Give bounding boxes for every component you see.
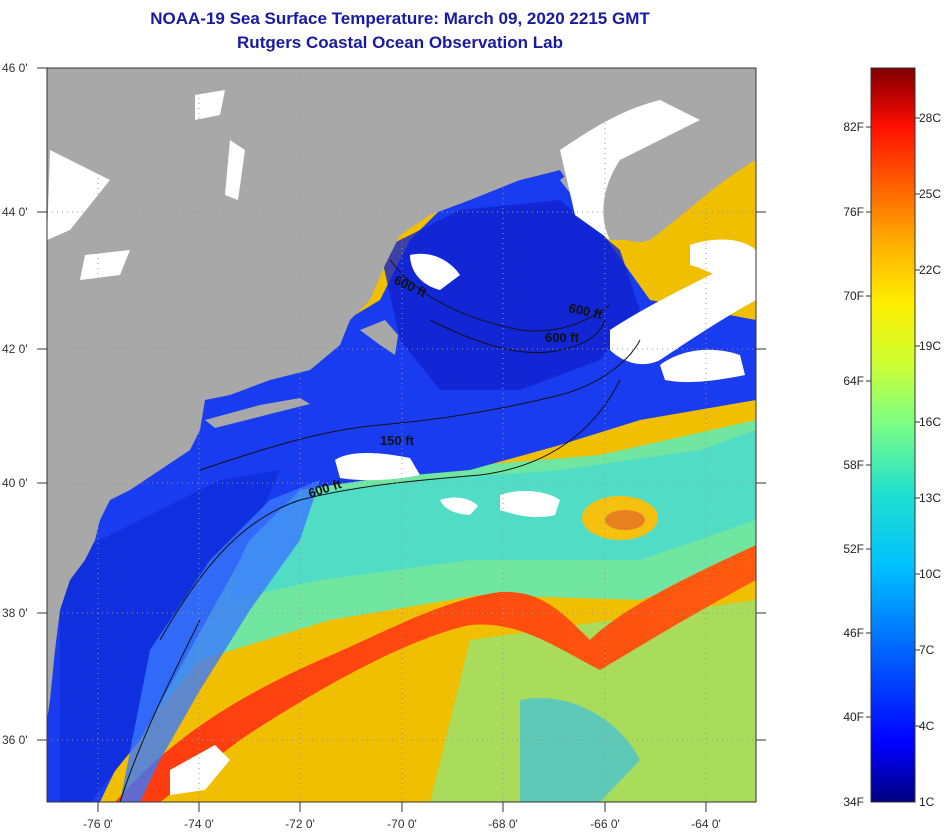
lat-label: 36 0' — [2, 733, 28, 747]
colorbar-c-label: 22C — [919, 263, 941, 277]
colorbar-c-label: 7C — [919, 643, 935, 657]
inland-water-2 — [80, 250, 130, 280]
lat-label: 40 0' — [2, 476, 28, 490]
slope-water-cyan — [230, 430, 756, 600]
colorbar — [870, 67, 916, 803]
colorbar-f-label: 82F — [843, 120, 864, 134]
lake-ontario — [47, 150, 110, 240]
lat-label: 46 0' — [2, 61, 28, 75]
contour-label: 150 ft — [380, 433, 415, 448]
colorbar-c-label: 4C — [919, 719, 935, 733]
lat-label: 44 0' — [2, 205, 28, 219]
cloud-shelf — [335, 453, 420, 481]
mixed-water-zone — [430, 600, 756, 802]
lon-label: -76 0' — [83, 817, 113, 831]
lat-label: 42 0' — [2, 342, 28, 356]
lon-label: -64 0' — [691, 817, 721, 831]
warm-core-ring-center — [605, 510, 645, 530]
cloud-slope — [500, 490, 560, 518]
colorbar-c-label: 1C — [919, 795, 935, 809]
nova-scotia — [560, 90, 756, 242]
lon-label: -74 0' — [184, 817, 214, 831]
cool-eddy-south — [520, 698, 640, 802]
cloud-slope-2 — [440, 497, 478, 515]
cloud-southwest — [170, 745, 230, 795]
map-title: NOAA-19 Sea Surface Temperature: March 0… — [150, 9, 650, 28]
inland-water-1 — [195, 90, 225, 120]
contour-label: 600 ft — [545, 330, 580, 345]
contour-shelf-south — [119, 619, 201, 802]
mainland — [47, 68, 756, 720]
lon-label: -66 0' — [590, 817, 620, 831]
contour-150ft — [199, 339, 641, 471]
lake-champlain — [225, 140, 245, 200]
colorbar-c-label: 28C — [919, 111, 941, 125]
cloud-east-2 — [660, 349, 745, 383]
colorbar-f-label: 34F — [843, 795, 864, 809]
map-body — [47, 68, 756, 802]
graticule — [47, 68, 756, 802]
cape-cod — [360, 320, 398, 355]
lon-label: -68 0' — [488, 817, 518, 831]
long-island — [205, 398, 310, 428]
lon-label: -70 0' — [387, 817, 417, 831]
cloud-maine — [410, 253, 460, 290]
tick-marks — [37, 67, 766, 812]
colorbar-f-label: 46F — [843, 626, 864, 640]
cloud-georges — [610, 265, 756, 365]
colorbar-f-label: 64F — [843, 374, 864, 388]
colorbar-c-label: 10C — [919, 567, 941, 581]
colorbar-c-label: 16C — [919, 415, 941, 429]
colorbar-c-label: 25C — [919, 187, 941, 201]
lon-label: -72 0' — [285, 817, 315, 831]
colorbar-c-label: 19C — [919, 339, 941, 353]
colorbar-f-label: 58F — [843, 458, 864, 472]
lat-label: 38 0' — [2, 606, 28, 620]
contour-label: 600 ft — [567, 300, 604, 322]
colorbar-ticks — [866, 117, 920, 727]
colorbar-f-label: 70F — [843, 289, 864, 303]
colorbar-c-label: 13C — [919, 491, 941, 505]
map-subtitle: Rutgers Coastal Ocean Observation Lab — [237, 33, 563, 52]
contour-600ft-shelf — [159, 379, 621, 641]
colorbar-f-label: 52F — [843, 542, 864, 556]
gulf-of-maine — [380, 200, 640, 390]
cloud-bay-of-fundy — [560, 100, 700, 240]
colorbar-f-label: 40F — [843, 710, 864, 724]
shelf-edge-water — [120, 480, 320, 802]
contour-600ft-gom-2 — [429, 319, 606, 354]
contour-600ft-gom — [389, 259, 611, 332]
colorbar-f-label: 76F — [843, 205, 864, 219]
cloud-east — [690, 239, 756, 290]
